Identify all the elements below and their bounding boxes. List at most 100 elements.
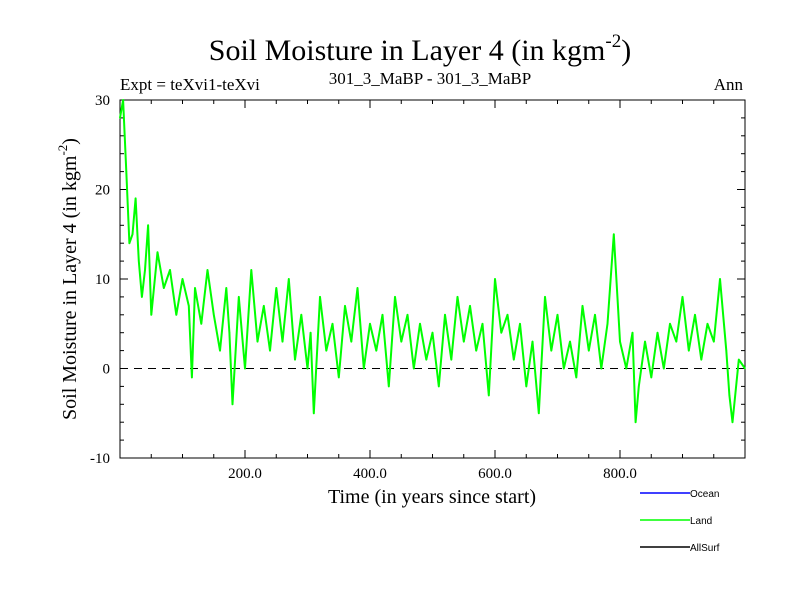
data-point	[494, 278, 496, 280]
data-point	[181, 278, 184, 280]
data-point	[525, 385, 528, 388]
y-tick-label: -10	[90, 451, 110, 467]
data-point	[631, 331, 634, 334]
chart-title: Soil Moisture in Layer 4 (in kgm-2)	[209, 31, 631, 67]
data-point	[363, 367, 365, 370]
data-point	[169, 269, 171, 271]
plot-frame	[119, 99, 746, 459]
data-point	[191, 376, 193, 379]
y-tick-label: 20	[95, 183, 110, 199]
data-point	[500, 331, 503, 334]
data-point	[650, 376, 653, 379]
data-point	[513, 358, 515, 361]
data-point	[619, 340, 621, 343]
data-point	[319, 296, 321, 298]
x-tick-label: 400.0	[353, 466, 387, 482]
data-point	[388, 385, 390, 388]
data-point	[119, 117, 121, 119]
data-point	[288, 278, 290, 280]
data-point	[456, 296, 459, 298]
axis-tick-labels: 200.0 400.0 600.0 800.0 -10 0 10 20 30	[90, 93, 637, 482]
data-point	[163, 287, 165, 289]
x-axis-label: Time (in years since start)	[328, 486, 536, 508]
x-tick-label: 200.0	[228, 466, 262, 482]
y-axis-label: Soil Moisture in Layer 4 (in kgm-2)	[55, 138, 81, 420]
data-point	[550, 349, 553, 352]
data-point	[569, 340, 571, 343]
data-point	[706, 323, 709, 325]
data-point	[206, 269, 209, 271]
data-point	[413, 367, 415, 370]
data-point	[256, 340, 259, 343]
data-point	[122, 99, 124, 101]
data-point	[625, 367, 628, 370]
data-point	[656, 331, 659, 334]
data-point	[263, 305, 265, 307]
axis-ticks	[119, 99, 746, 459]
data-point	[634, 421, 637, 424]
data-point	[663, 367, 665, 370]
data-point	[638, 385, 640, 388]
data-point	[544, 296, 546, 298]
data-point	[356, 287, 359, 289]
data-point	[225, 287, 228, 289]
data-point	[309, 331, 312, 334]
data-point	[419, 323, 421, 325]
y-tick-label: 30	[95, 93, 110, 109]
data-point	[725, 349, 728, 352]
data-point	[438, 385, 440, 388]
x-tick-label: 800.0	[603, 466, 637, 482]
data-point	[213, 314, 215, 316]
data-point	[475, 349, 478, 352]
legend-label-ocean: Ocean	[690, 489, 719, 500]
data-point	[375, 349, 378, 352]
data-point	[694, 314, 696, 316]
data-point	[325, 349, 328, 352]
series-line-land	[119, 99, 746, 424]
data-point	[394, 296, 396, 298]
legend: Ocean Land AllSurf	[640, 489, 720, 554]
data-point	[600, 367, 603, 370]
data-point	[575, 376, 578, 379]
legend-label-allsurf: AllSurf	[690, 543, 720, 554]
data-point	[556, 314, 559, 316]
data-point	[331, 323, 334, 325]
data-point	[306, 367, 309, 370]
data-point	[644, 340, 646, 343]
data-series	[119, 99, 746, 424]
chart-title-superscript: -2	[605, 31, 621, 52]
data-point	[281, 340, 284, 343]
y-tick-label: 0	[103, 362, 111, 378]
data-point	[128, 242, 131, 244]
data-point	[138, 260, 140, 262]
data-point	[606, 323, 609, 325]
data-point	[594, 314, 596, 316]
data-point	[719, 278, 721, 280]
data-point	[519, 323, 521, 325]
data-point	[381, 314, 384, 316]
data-point	[531, 340, 534, 343]
data-point	[275, 287, 278, 289]
data-point	[144, 269, 146, 271]
data-point	[488, 394, 490, 397]
data-point	[400, 340, 403, 343]
data-point	[156, 251, 159, 253]
y-axis-label-superscript: -2	[55, 145, 70, 156]
data-point	[406, 314, 409, 316]
data-point	[134, 197, 137, 200]
data-point	[506, 314, 509, 316]
data-point	[425, 358, 428, 361]
data-point	[588, 349, 590, 352]
data-point	[581, 305, 584, 307]
data-point	[344, 305, 346, 307]
data-point	[147, 224, 149, 227]
data-point	[250, 269, 253, 271]
data-point	[688, 349, 690, 352]
data-point	[231, 403, 234, 406]
data-point	[469, 305, 471, 307]
data-point	[613, 233, 615, 236]
data-point	[563, 367, 565, 370]
data-point	[131, 233, 134, 236]
data-point	[700, 358, 703, 361]
data-point	[300, 314, 303, 316]
